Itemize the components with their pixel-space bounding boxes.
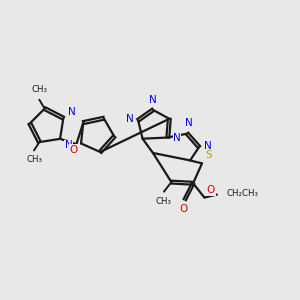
Text: CH₃: CH₃ [26,155,42,164]
Text: N: N [204,140,212,151]
Text: N: N [185,118,193,128]
Text: N: N [149,94,157,104]
Text: S: S [206,150,212,161]
Text: N: N [64,140,72,150]
Text: N: N [126,114,134,124]
Text: O: O [179,204,188,214]
Text: N: N [173,133,181,142]
Text: CH₃: CH₃ [31,85,47,94]
Text: CH₂CH₃: CH₂CH₃ [226,190,258,199]
Text: O: O [69,145,77,155]
Text: O: O [207,185,215,195]
Text: N: N [68,106,76,117]
Text: CH₃: CH₃ [156,197,172,206]
